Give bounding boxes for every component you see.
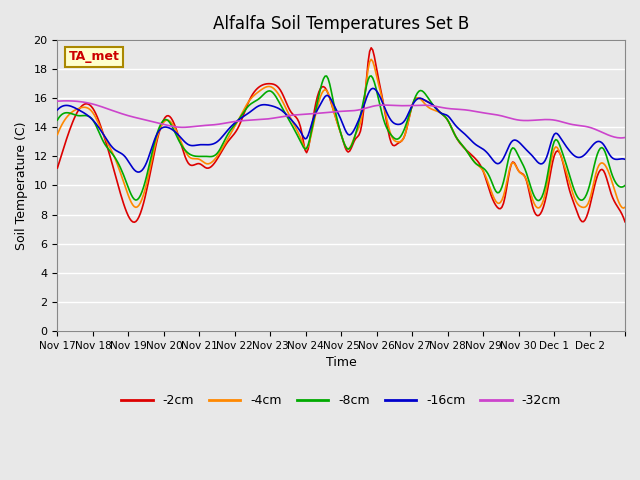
X-axis label: Time: Time <box>326 356 356 369</box>
Text: TA_met: TA_met <box>68 50 120 63</box>
Y-axis label: Soil Temperature (C): Soil Temperature (C) <box>15 121 28 250</box>
Legend: -2cm, -4cm, -8cm, -16cm, -32cm: -2cm, -4cm, -8cm, -16cm, -32cm <box>116 389 566 412</box>
Title: Alfalfa Soil Temperatures Set B: Alfalfa Soil Temperatures Set B <box>213 15 469 33</box>
